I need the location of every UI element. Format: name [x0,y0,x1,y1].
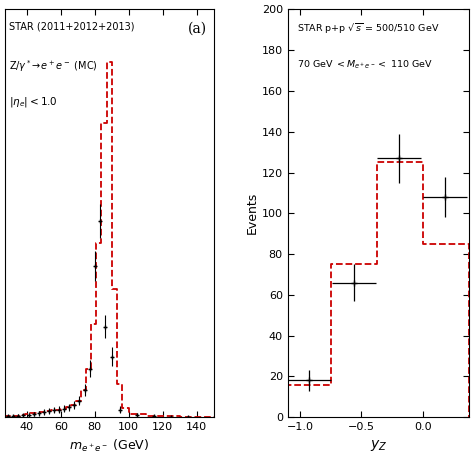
Y-axis label: Events: Events [246,192,259,235]
Text: STAR p+p $\sqrt{s}$ = 500/510 GeV: STAR p+p $\sqrt{s}$ = 500/510 GeV [297,22,439,36]
X-axis label: $y_Z$: $y_Z$ [370,438,387,453]
Text: 70 GeV $< M_{e^+e^-} <$ 110 GeV: 70 GeV $< M_{e^+e^-} <$ 110 GeV [297,58,433,71]
Text: Z/$\gamma^*\!\rightarrow\! e^+e^-$ (MC): Z/$\gamma^*\!\rightarrow\! e^+e^-$ (MC) [9,58,98,74]
Text: (a): (a) [188,22,207,36]
X-axis label: $m_{e^+e^-}$ (GeV): $m_{e^+e^-}$ (GeV) [69,438,149,454]
Text: STAR (2011+2012+2013): STAR (2011+2012+2013) [9,22,135,32]
Text: $|\eta_e|< 1.0$: $|\eta_e|< 1.0$ [9,95,58,109]
